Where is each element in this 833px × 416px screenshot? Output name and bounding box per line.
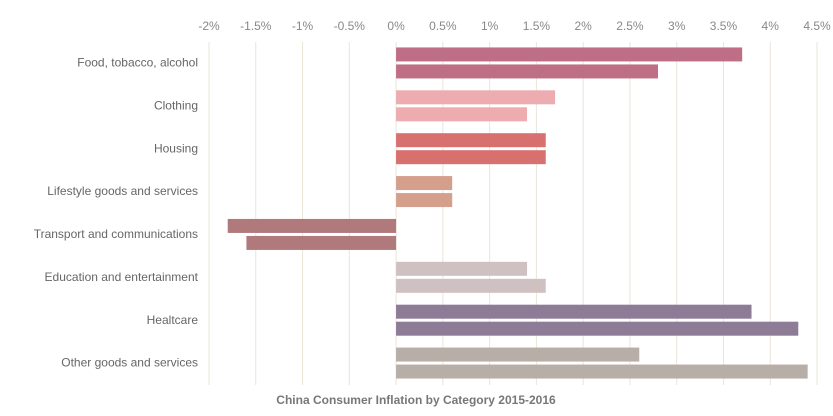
- x-tick-label: 1.5%: [523, 19, 551, 33]
- x-tick-label: -1.5%: [240, 19, 272, 33]
- bar: [396, 261, 528, 276]
- x-tick-label: 3%: [668, 19, 686, 33]
- bar: [396, 133, 546, 148]
- bar: [396, 347, 640, 362]
- bar: [227, 218, 397, 233]
- x-tick-label: 3.5%: [710, 19, 738, 33]
- x-tick-label: -0.5%: [334, 19, 366, 33]
- category-label: Lifestyle goods and services: [47, 184, 198, 198]
- bar: [396, 364, 808, 379]
- x-tick-label: 4.5%: [803, 19, 831, 33]
- bar: [396, 90, 556, 105]
- category-label: Healtcare: [147, 313, 199, 327]
- category-label: Food, tobacco, alcohol: [77, 56, 198, 70]
- x-tick-label: 2.5%: [616, 19, 644, 33]
- x-tick-label: 2%: [574, 19, 592, 33]
- bar: [396, 176, 453, 191]
- bar: [396, 278, 546, 293]
- bar: [396, 107, 528, 122]
- bar: [396, 321, 799, 336]
- x-tick-label: 0%: [387, 19, 405, 33]
- category-label: Housing: [154, 141, 198, 155]
- bar: [396, 47, 743, 62]
- chart-title: China Consumer Inflation by Category 201…: [276, 393, 556, 407]
- bar: [246, 235, 397, 250]
- category-label: Education and entertainment: [45, 270, 199, 284]
- category-label: Transport and communications: [34, 227, 198, 241]
- x-tick-label: 0.5%: [429, 19, 457, 33]
- x-tick-label: 1%: [481, 19, 499, 33]
- bar: [396, 150, 546, 165]
- category-label: Other goods and services: [61, 356, 198, 370]
- bar: [396, 64, 658, 79]
- bar: [396, 193, 453, 208]
- x-tick-label: -1%: [292, 19, 314, 33]
- x-tick-label: 4%: [762, 19, 780, 33]
- category-label: Clothing: [154, 98, 198, 112]
- bar: [396, 304, 752, 319]
- x-tick-label: -2%: [198, 19, 220, 33]
